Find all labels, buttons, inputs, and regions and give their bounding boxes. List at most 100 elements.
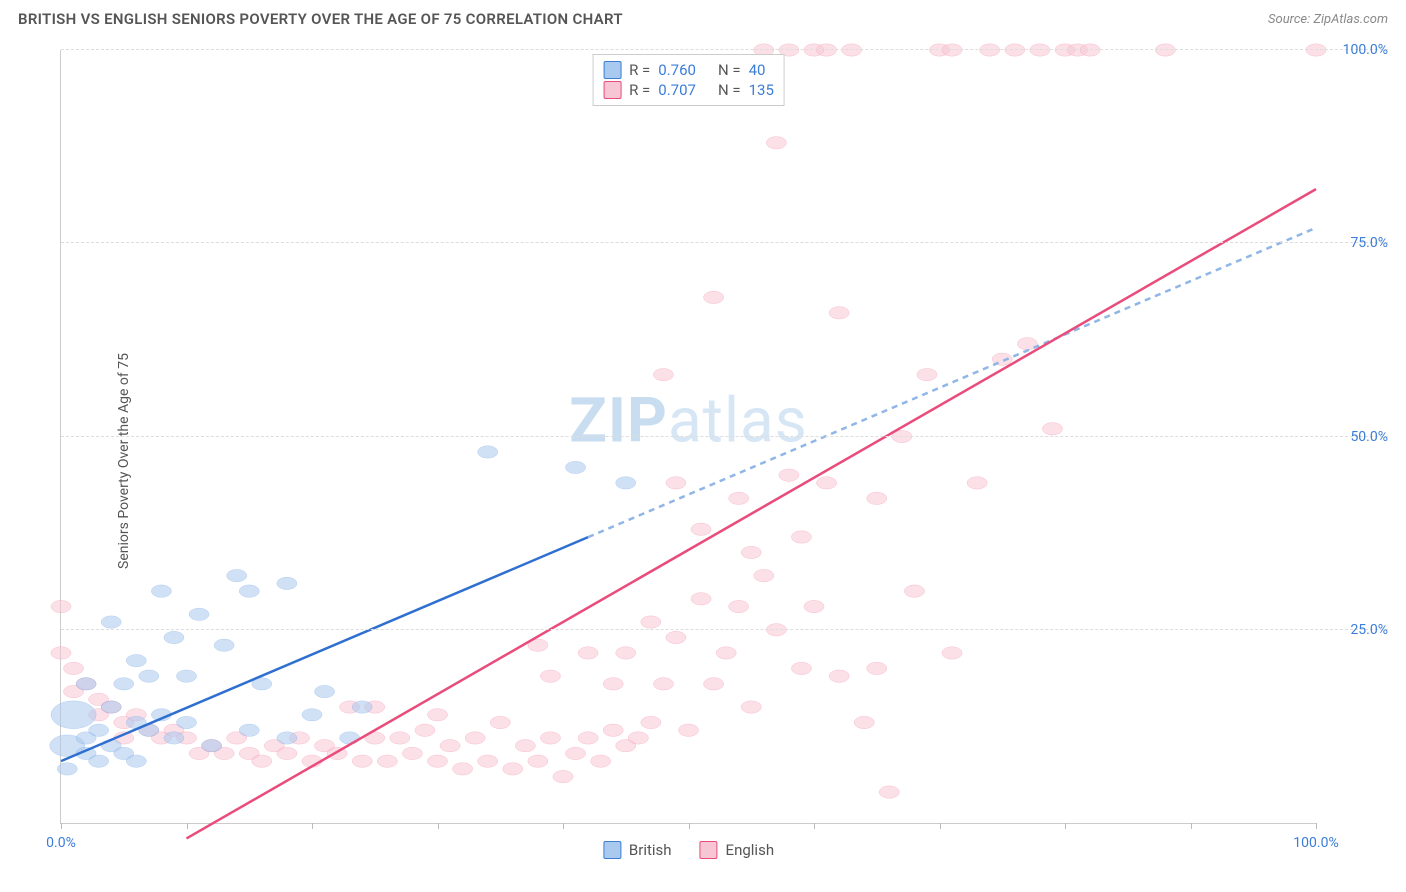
point-english <box>980 44 1000 56</box>
point-british <box>214 639 234 651</box>
r-label: R = <box>629 61 650 79</box>
point-english <box>440 740 460 752</box>
point-english <box>791 531 811 543</box>
point-english <box>402 747 422 759</box>
x-tick <box>187 823 188 829</box>
x-tick <box>563 823 564 829</box>
point-english <box>641 716 661 728</box>
point-british <box>114 678 134 690</box>
legend-label-british: British <box>629 841 672 859</box>
point-british <box>176 670 196 682</box>
n-value-british: 40 <box>749 61 766 79</box>
point-english <box>628 732 648 744</box>
point-british <box>126 654 146 666</box>
chart-title: BRITISH VS ENGLISH SENIORS POVERTY OVER … <box>18 10 623 28</box>
x-tick <box>1316 823 1317 829</box>
point-english <box>754 569 774 581</box>
point-british <box>277 732 297 744</box>
point-british <box>89 724 109 736</box>
point-british <box>101 616 121 628</box>
swatch-british-icon <box>603 841 621 859</box>
gridline-h <box>61 49 1388 50</box>
point-english <box>666 477 686 489</box>
point-english <box>390 732 410 744</box>
point-english <box>829 670 849 682</box>
point-british <box>139 670 159 682</box>
r-value-english: 0.707 <box>658 81 696 99</box>
point-english <box>904 585 924 597</box>
point-british <box>164 732 184 744</box>
point-english <box>540 732 560 744</box>
point-english <box>867 662 887 674</box>
point-english <box>653 678 673 690</box>
r-label: R = <box>629 81 650 99</box>
point-english <box>1155 44 1175 56</box>
gridline-h <box>61 436 1388 437</box>
legend-bottom-british[interactable]: British <box>603 841 672 859</box>
point-english <box>465 732 485 744</box>
point-english <box>277 747 297 759</box>
point-english <box>779 469 799 481</box>
y-tick-label: 25.0% <box>1324 622 1388 638</box>
x-tick <box>814 823 815 829</box>
point-english <box>578 732 598 744</box>
point-british <box>101 701 121 713</box>
point-english <box>967 477 987 489</box>
point-british <box>239 724 259 736</box>
point-english <box>1030 44 1050 56</box>
n-value-english: 135 <box>749 81 774 99</box>
point-english <box>704 291 724 303</box>
swatch-english-icon <box>700 841 718 859</box>
point-english <box>741 546 761 558</box>
point-english <box>716 647 736 659</box>
point-british <box>89 755 109 767</box>
legend-bottom-english[interactable]: English <box>700 841 775 859</box>
x-tick <box>1191 823 1192 829</box>
point-english <box>766 137 786 149</box>
swatch-british <box>603 61 621 79</box>
point-british <box>151 585 171 597</box>
legend-top-row-english: R = 0.707 N = 135 <box>603 81 774 99</box>
point-british <box>51 701 96 729</box>
point-british <box>302 709 322 721</box>
point-english <box>942 647 962 659</box>
point-english <box>641 616 661 628</box>
point-english <box>879 786 899 798</box>
point-british <box>227 569 247 581</box>
point-english <box>817 44 837 56</box>
chart-container: Seniors Poverty Over the Age of 75 ZIPat… <box>22 40 1396 882</box>
point-english <box>540 670 560 682</box>
point-english <box>528 755 548 767</box>
plot-area: ZIPatlas R =0.760N =40R =0.707N =135 Bri… <box>60 50 1316 824</box>
point-english <box>515 740 535 752</box>
x-tick <box>1065 823 1066 829</box>
point-british <box>202 740 222 752</box>
x-tick-label: 0.0% <box>46 835 76 851</box>
point-english <box>427 709 447 721</box>
point-english <box>64 662 84 674</box>
point-english <box>867 492 887 504</box>
point-english <box>566 747 586 759</box>
point-english <box>377 755 397 767</box>
x-tick <box>940 823 941 829</box>
point-english <box>503 763 523 775</box>
point-english <box>791 662 811 674</box>
n-label: N = <box>718 81 741 99</box>
y-tick-label: 100.0% <box>1324 42 1388 58</box>
source-link[interactable]: ZipAtlas.com <box>1313 12 1388 27</box>
point-english <box>490 716 510 728</box>
point-english <box>553 770 573 782</box>
point-english <box>415 724 435 736</box>
trend-english <box>187 189 1317 838</box>
point-british <box>239 585 259 597</box>
point-english <box>603 678 623 690</box>
point-english <box>51 647 71 659</box>
n-label: N = <box>718 61 741 79</box>
gridline-h <box>61 629 1388 630</box>
point-english <box>666 631 686 643</box>
scatter-svg <box>61 50 1316 823</box>
point-english <box>804 600 824 612</box>
point-english <box>678 724 698 736</box>
point-british <box>315 685 335 697</box>
x-tick <box>61 823 62 829</box>
